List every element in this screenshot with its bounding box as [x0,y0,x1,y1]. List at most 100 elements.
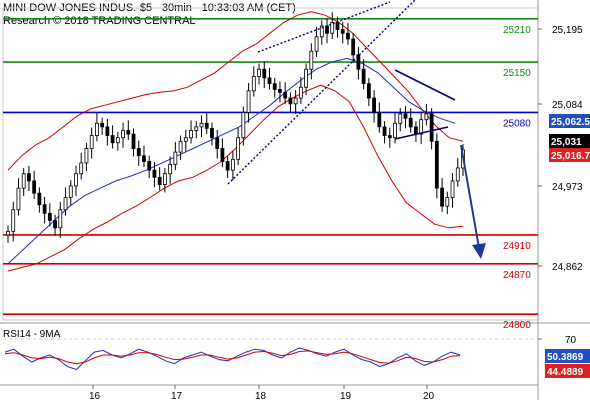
level-label-24910: 24910 [503,241,531,252]
candle [53,214,57,236]
y-tick-label: 25,084 [552,100,583,111]
rsi-tag-bg [545,364,590,378]
candle [398,108,403,132]
level-label-24800: 24800 [503,320,531,331]
candle-body [314,36,319,52]
candle-body [298,86,303,99]
candle [194,121,199,139]
candle-body [16,187,21,211]
candle-body [58,209,63,229]
candle-body [168,163,173,175]
candle-body [398,113,403,124]
candle [131,128,136,157]
candle [408,108,413,133]
candle-body [194,126,199,131]
candle [382,121,387,144]
candle [199,115,204,137]
candle-body [455,167,460,182]
candle [434,133,439,199]
candle [225,155,230,179]
candle-body [293,97,298,105]
candle-body [304,68,309,88]
candle-body [330,22,335,34]
price-tag-red: 25,016.7 [551,151,590,162]
rsi-tag-red: 44.4889 [547,367,584,378]
candle [440,178,444,212]
candle-body [68,185,73,198]
candle-body [121,130,125,139]
candle-body [319,25,324,38]
candle [115,131,120,151]
candle-body [142,155,146,162]
level-label-25150: 25150 [503,68,531,79]
level-label-24870: 24870 [503,270,531,281]
rsi-tag-bg [545,349,590,363]
candle-body [445,197,450,207]
candle [173,142,178,171]
candle-body [236,137,241,160]
candle-body [251,76,256,92]
candle [42,196,47,224]
candle-body [11,209,16,232]
candle [6,225,10,243]
candle [335,16,340,38]
candle [419,111,424,145]
candle [330,12,335,39]
candle [157,167,162,191]
price-tag-bg [549,114,590,128]
candle-body [262,68,267,79]
candle [236,127,241,166]
candle [58,201,63,238]
candle-body [225,161,230,171]
candle-body [115,137,120,144]
rsi-tag-blue: 50.3869 [547,352,584,363]
candle-body [272,83,277,90]
candle [455,157,460,187]
candle-body [74,173,78,187]
candle-body [377,112,382,128]
candle [366,77,371,106]
candle [27,165,31,192]
candle [68,180,73,206]
candle [298,77,303,104]
candle [47,203,52,227]
rsi-ma-line [4,350,461,365]
level-label-25080: 25080 [503,118,531,129]
candle-body [189,130,193,139]
candle [246,82,251,123]
candle-body [335,22,340,31]
candle [351,33,356,63]
candle [267,67,272,90]
candle [251,66,256,97]
candle [32,170,37,199]
candle [387,127,392,148]
projection-arrow-line [460,144,480,249]
candle-body [53,220,57,229]
candle-body [42,204,47,214]
candle-body [424,113,429,121]
candle-body [110,135,115,144]
candle-body [152,169,157,178]
candle-body [89,135,94,149]
candle [168,156,173,184]
candle-body [84,148,89,164]
candle-body [105,126,110,136]
candle [126,120,131,140]
rsi-tick-label: 70 [565,335,577,346]
candle-body [32,180,37,194]
candle-body [100,122,105,128]
candle-body [27,173,31,182]
x-tick-label: 17 [171,391,183,400]
candle [403,105,408,129]
candle [89,127,94,159]
candle-body [173,151,178,165]
candle-body [361,68,366,85]
y-tick-label: 24,862 [552,262,583,273]
candle-body [288,97,293,105]
candle [220,138,225,168]
candle [314,26,319,57]
candle-body [434,140,439,189]
candle-body [183,137,188,142]
candle-body [346,32,350,40]
candle-body [246,90,251,113]
